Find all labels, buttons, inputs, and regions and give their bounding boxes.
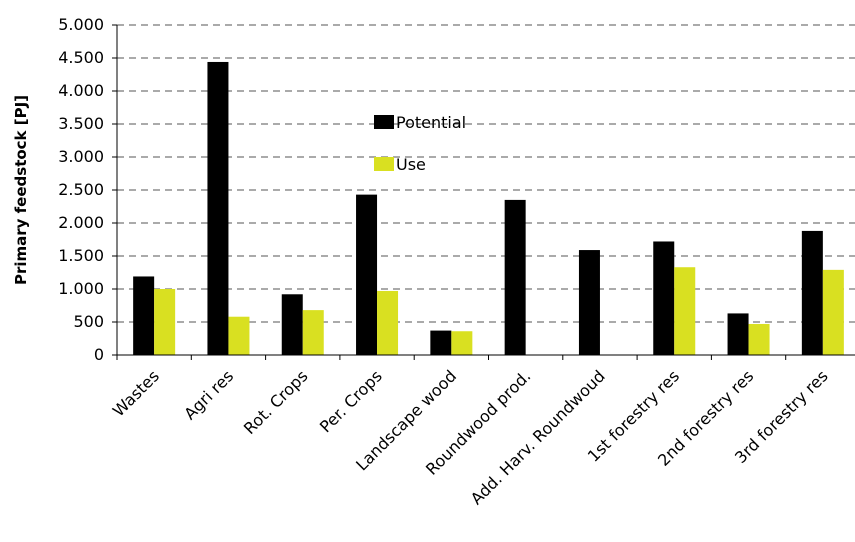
bar-use xyxy=(377,290,399,355)
y-tick-label: 3.000 xyxy=(58,147,104,166)
bar-use xyxy=(451,331,473,355)
x-category-label: Add. Harv. Roundwoud xyxy=(467,366,609,508)
y-tick-label: 2.000 xyxy=(58,213,104,232)
bar-potential xyxy=(801,230,823,355)
bar-potential xyxy=(356,194,378,355)
x-category-label: Wastes xyxy=(109,366,163,420)
bar-potential xyxy=(430,330,452,355)
y-tick-label: 1.000 xyxy=(58,279,104,298)
bar-potential xyxy=(133,276,155,355)
y-axis-label: Primary feedstock [PJ] xyxy=(12,95,30,285)
y-tick-label: 500 xyxy=(73,312,104,331)
bar-potential xyxy=(653,241,675,355)
y-tick-labels: 0 500 1.000 1.500 2.000 2.500 3.000 3.500 4.000 4… xyxy=(58,15,117,364)
bar-potential xyxy=(727,313,749,355)
x-tick-labels: Wastes Agri res Rot. Crops Per. CropsLandsc… xyxy=(109,355,832,508)
legend-label-potential: Potential xyxy=(396,113,466,132)
bar-potential xyxy=(504,199,526,355)
bar-potential xyxy=(578,250,600,355)
bars xyxy=(133,61,844,356)
bar-use xyxy=(228,316,250,355)
legend-label-use: Use xyxy=(396,155,426,174)
y-tick-label: 5.000 xyxy=(58,15,104,34)
y-tick-label: 3.500 xyxy=(58,114,104,133)
y-tick-label: 4.000 xyxy=(58,81,104,100)
y-tick-label: 1.500 xyxy=(58,246,104,265)
bar-use xyxy=(674,267,696,355)
y-tick-label: 2.500 xyxy=(58,180,104,199)
bar-use xyxy=(154,289,176,355)
y-tick-label: 0 xyxy=(94,345,104,364)
bar-use xyxy=(822,269,844,355)
legend-swatch-use xyxy=(374,157,394,171)
x-category-label: Per. Crops xyxy=(316,366,386,436)
y-tick-label: 4.500 xyxy=(58,48,104,67)
bar-use xyxy=(748,323,770,355)
bar-use xyxy=(302,310,324,355)
x-category-label: Agri res xyxy=(180,366,237,423)
bar-potential xyxy=(281,294,303,355)
legend: Potential Use xyxy=(374,113,466,174)
bar-potential xyxy=(207,61,229,356)
legend-swatch-potential xyxy=(374,115,394,129)
x-category-label: Rot. Crops xyxy=(240,366,312,438)
